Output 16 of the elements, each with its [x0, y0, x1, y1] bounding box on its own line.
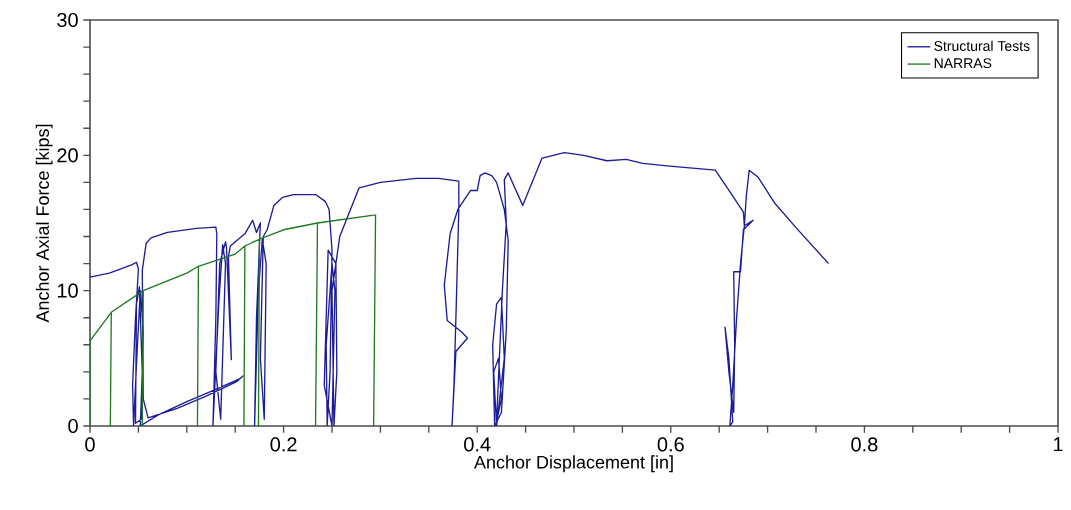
x-tick-label: 1: [1053, 437, 1063, 452]
y-tick-label: 30: [57, 12, 78, 28]
x-tick-label: 0.6: [657, 437, 684, 452]
x-tick-label: 0.8: [851, 437, 878, 452]
x-tick-label: 0.4: [464, 437, 491, 452]
legend-label: NARRAS: [934, 58, 992, 69]
legend-label: Structural Tests: [934, 40, 1030, 51]
x-tick-label: 0.2: [270, 437, 297, 452]
x-tick-label: 0: [85, 437, 95, 452]
line-series: [90, 214, 377, 426]
y-tick-label: 0: [68, 418, 78, 434]
y-tick-label: 10: [57, 283, 78, 298]
y-axis-title: Anchor Axial Force [kips]: [35, 124, 53, 323]
y-tick-label: 20: [57, 148, 78, 163]
x-axis-title: Anchor Displacement [in]: [474, 455, 673, 473]
line-series: [90, 151, 830, 426]
